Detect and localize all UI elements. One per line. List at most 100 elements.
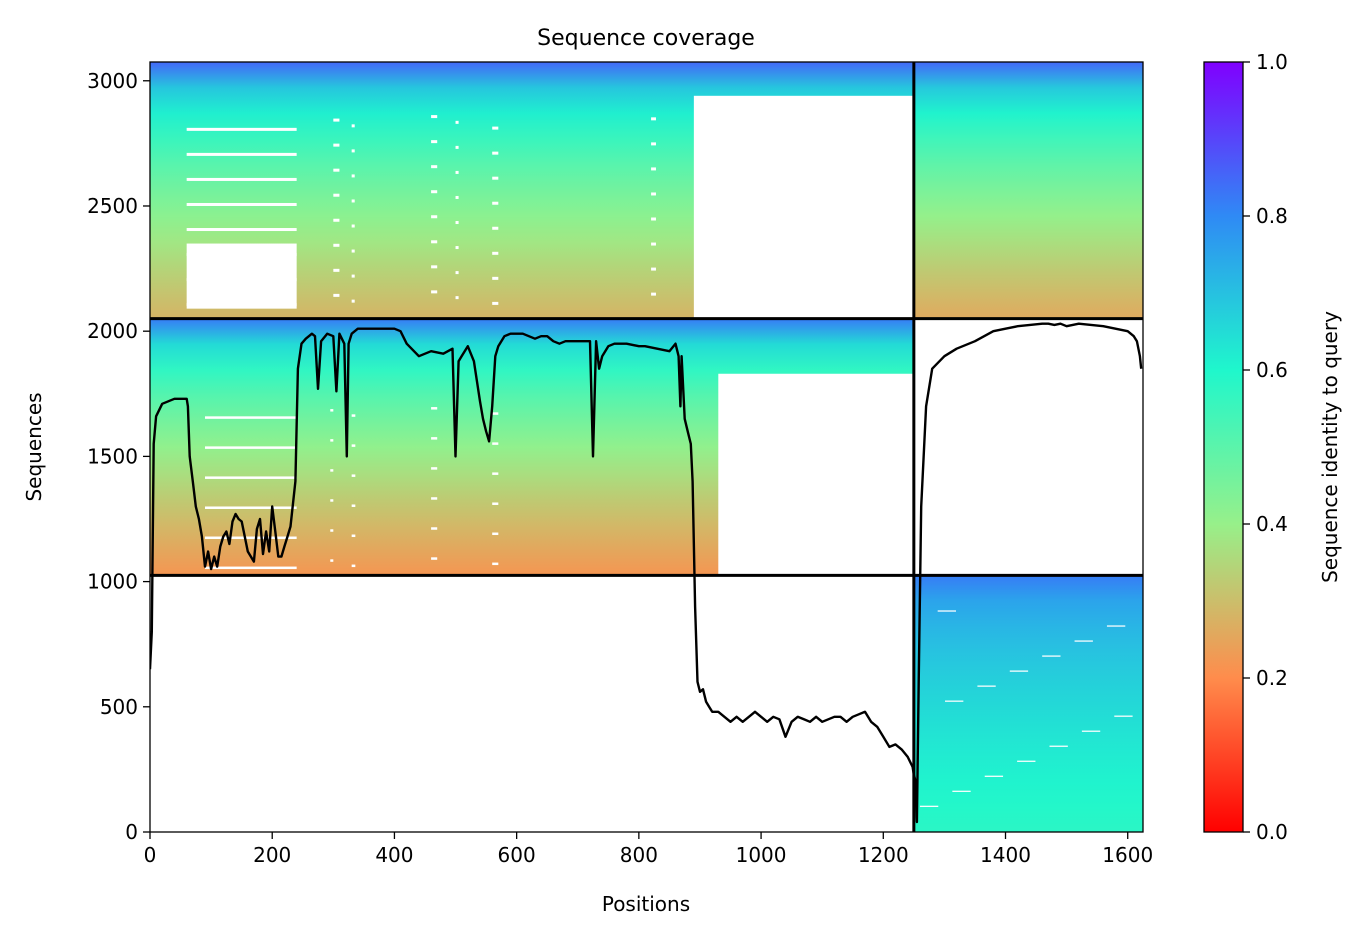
streak-top-4-1 bbox=[455, 271, 459, 275]
block-2-top bbox=[913, 62, 1143, 319]
colorbar bbox=[1203, 61, 1244, 833]
streak-mid-2-0 bbox=[351, 564, 356, 568]
streak-mid-3-1 bbox=[431, 527, 438, 530]
streak-bottom-7 bbox=[945, 700, 964, 702]
streak-top-3-2 bbox=[431, 240, 438, 244]
streak-top-4-4 bbox=[455, 195, 459, 199]
y-tick-label: 0 bbox=[125, 820, 138, 844]
colorbar-tick-label: 0.6 bbox=[1256, 358, 1288, 382]
x-axis-label: Positions bbox=[602, 892, 690, 916]
streak-mid-2-4 bbox=[351, 444, 356, 447]
x-tick-label: 1000 bbox=[736, 843, 787, 867]
streak-top-5-4 bbox=[492, 201, 499, 205]
streak-mid-0-4 bbox=[204, 446, 297, 449]
streak-top-5-6 bbox=[492, 151, 499, 155]
streak-mid-1-1 bbox=[330, 529, 334, 532]
streak-mid-2-1 bbox=[351, 534, 356, 538]
streak-top-2-7 bbox=[351, 124, 355, 128]
streak-top-2-4 bbox=[351, 199, 355, 203]
streak-top-0-2 bbox=[186, 253, 297, 257]
streak-mid-4-5 bbox=[492, 412, 499, 415]
streak-mid-3-2 bbox=[431, 497, 438, 500]
streak-bottom-2 bbox=[984, 775, 1004, 777]
streak-bottom-0 bbox=[919, 805, 939, 807]
streak-mid-0-2 bbox=[204, 506, 297, 509]
streak-top-0-1 bbox=[186, 278, 297, 282]
streak-bottom-13 bbox=[937, 610, 957, 612]
streak-top-4-5 bbox=[455, 170, 459, 174]
streak-top-0-5 bbox=[186, 177, 297, 181]
gap-top-right bbox=[693, 95, 914, 319]
streak-mid-1-0 bbox=[330, 559, 334, 562]
streak-top-2-0 bbox=[351, 299, 355, 303]
x-tick-label: 400 bbox=[375, 843, 413, 867]
streak-top-6-5 bbox=[651, 167, 656, 171]
streak-mid-3-0 bbox=[431, 557, 438, 560]
streak-mid-0-0 bbox=[204, 566, 297, 570]
streak-top-5-2 bbox=[492, 251, 499, 255]
streak-top-5-1 bbox=[492, 276, 499, 280]
colorbar-ticks: 0.0 0.2 0.4 0.6 0.8 1.0 bbox=[1243, 50, 1288, 844]
streak-top-1-7 bbox=[333, 118, 340, 122]
streak-top-0-6 bbox=[186, 152, 297, 156]
streak-top-5-3 bbox=[492, 226, 499, 230]
y-tick-label: 2000 bbox=[87, 319, 138, 343]
streak-mid-2-5 bbox=[351, 414, 356, 417]
streak-top-3-5 bbox=[431, 165, 438, 169]
streak-top-1-6 bbox=[333, 143, 340, 147]
x-tick-label: 200 bbox=[253, 843, 291, 867]
x-tick-label: 0 bbox=[144, 843, 157, 867]
streak-top-3-1 bbox=[431, 265, 438, 269]
x-tick-label: 800 bbox=[620, 843, 658, 867]
streak-top-1-5 bbox=[333, 168, 340, 172]
streak-bottom-1 bbox=[952, 790, 971, 792]
block-2-bottom bbox=[913, 575, 1143, 832]
streak-mid-0-5 bbox=[204, 416, 297, 419]
block-boundaries bbox=[150, 62, 1143, 832]
y-tick-label: 1000 bbox=[87, 570, 138, 594]
colorbar-tick-label: 0.4 bbox=[1256, 512, 1288, 536]
streak-bottom-3 bbox=[1017, 760, 1036, 762]
streak-top-2-5 bbox=[351, 174, 355, 178]
y-tick-label: 500 bbox=[100, 695, 138, 719]
colorbar-label: Sequence identity to query bbox=[1318, 311, 1342, 583]
streak-top-4-6 bbox=[455, 145, 459, 149]
streak-top-1-1 bbox=[333, 268, 340, 272]
plot-frame bbox=[149, 61, 1144, 833]
streak-mid-1-5 bbox=[330, 409, 334, 412]
streak-top-5-5 bbox=[492, 176, 499, 180]
x-tick-label: 1400 bbox=[980, 843, 1031, 867]
streak-top-3-3 bbox=[431, 215, 438, 219]
streak-top-0-4 bbox=[186, 202, 297, 206]
streak-top-0-0 bbox=[186, 303, 297, 307]
streak-top-6-4 bbox=[651, 192, 656, 196]
streak-top-2-2 bbox=[351, 249, 355, 253]
streak-mid-1-2 bbox=[330, 499, 334, 502]
streak-mid-4-2 bbox=[492, 502, 499, 505]
streak-top-1-4 bbox=[333, 193, 340, 197]
streak-top-3-6 bbox=[431, 140, 438, 144]
x-tick-label: 1600 bbox=[1102, 843, 1153, 867]
streak-bottom-11 bbox=[1074, 640, 1093, 642]
streak-top-2-6 bbox=[351, 149, 355, 153]
y-tick-label: 1500 bbox=[87, 444, 138, 468]
streak-top-1-3 bbox=[333, 218, 340, 222]
coverage-line bbox=[150, 322, 1143, 824]
streak-mid-4-1 bbox=[492, 532, 499, 536]
x-tick-label: 600 bbox=[498, 843, 536, 867]
y-tick-label: 2500 bbox=[87, 194, 138, 218]
streak-top-3-4 bbox=[431, 190, 438, 194]
streak-top-4-7 bbox=[455, 120, 459, 124]
streak-top-4-3 bbox=[455, 221, 459, 225]
streak-mid-3-4 bbox=[431, 437, 438, 440]
streak-top-3-7 bbox=[431, 115, 438, 119]
streak-top-2-1 bbox=[351, 274, 355, 278]
y-axis-ticks: 0 500 1000 1500 2000 2500 3000 bbox=[87, 69, 150, 844]
streak-top-6-0 bbox=[651, 292, 656, 296]
streak-mid-1-3 bbox=[330, 469, 334, 472]
colorbar-tick-label: 1.0 bbox=[1256, 50, 1288, 74]
streak-mid-4-4 bbox=[492, 442, 499, 445]
coverage-gaps bbox=[186, 95, 1133, 807]
